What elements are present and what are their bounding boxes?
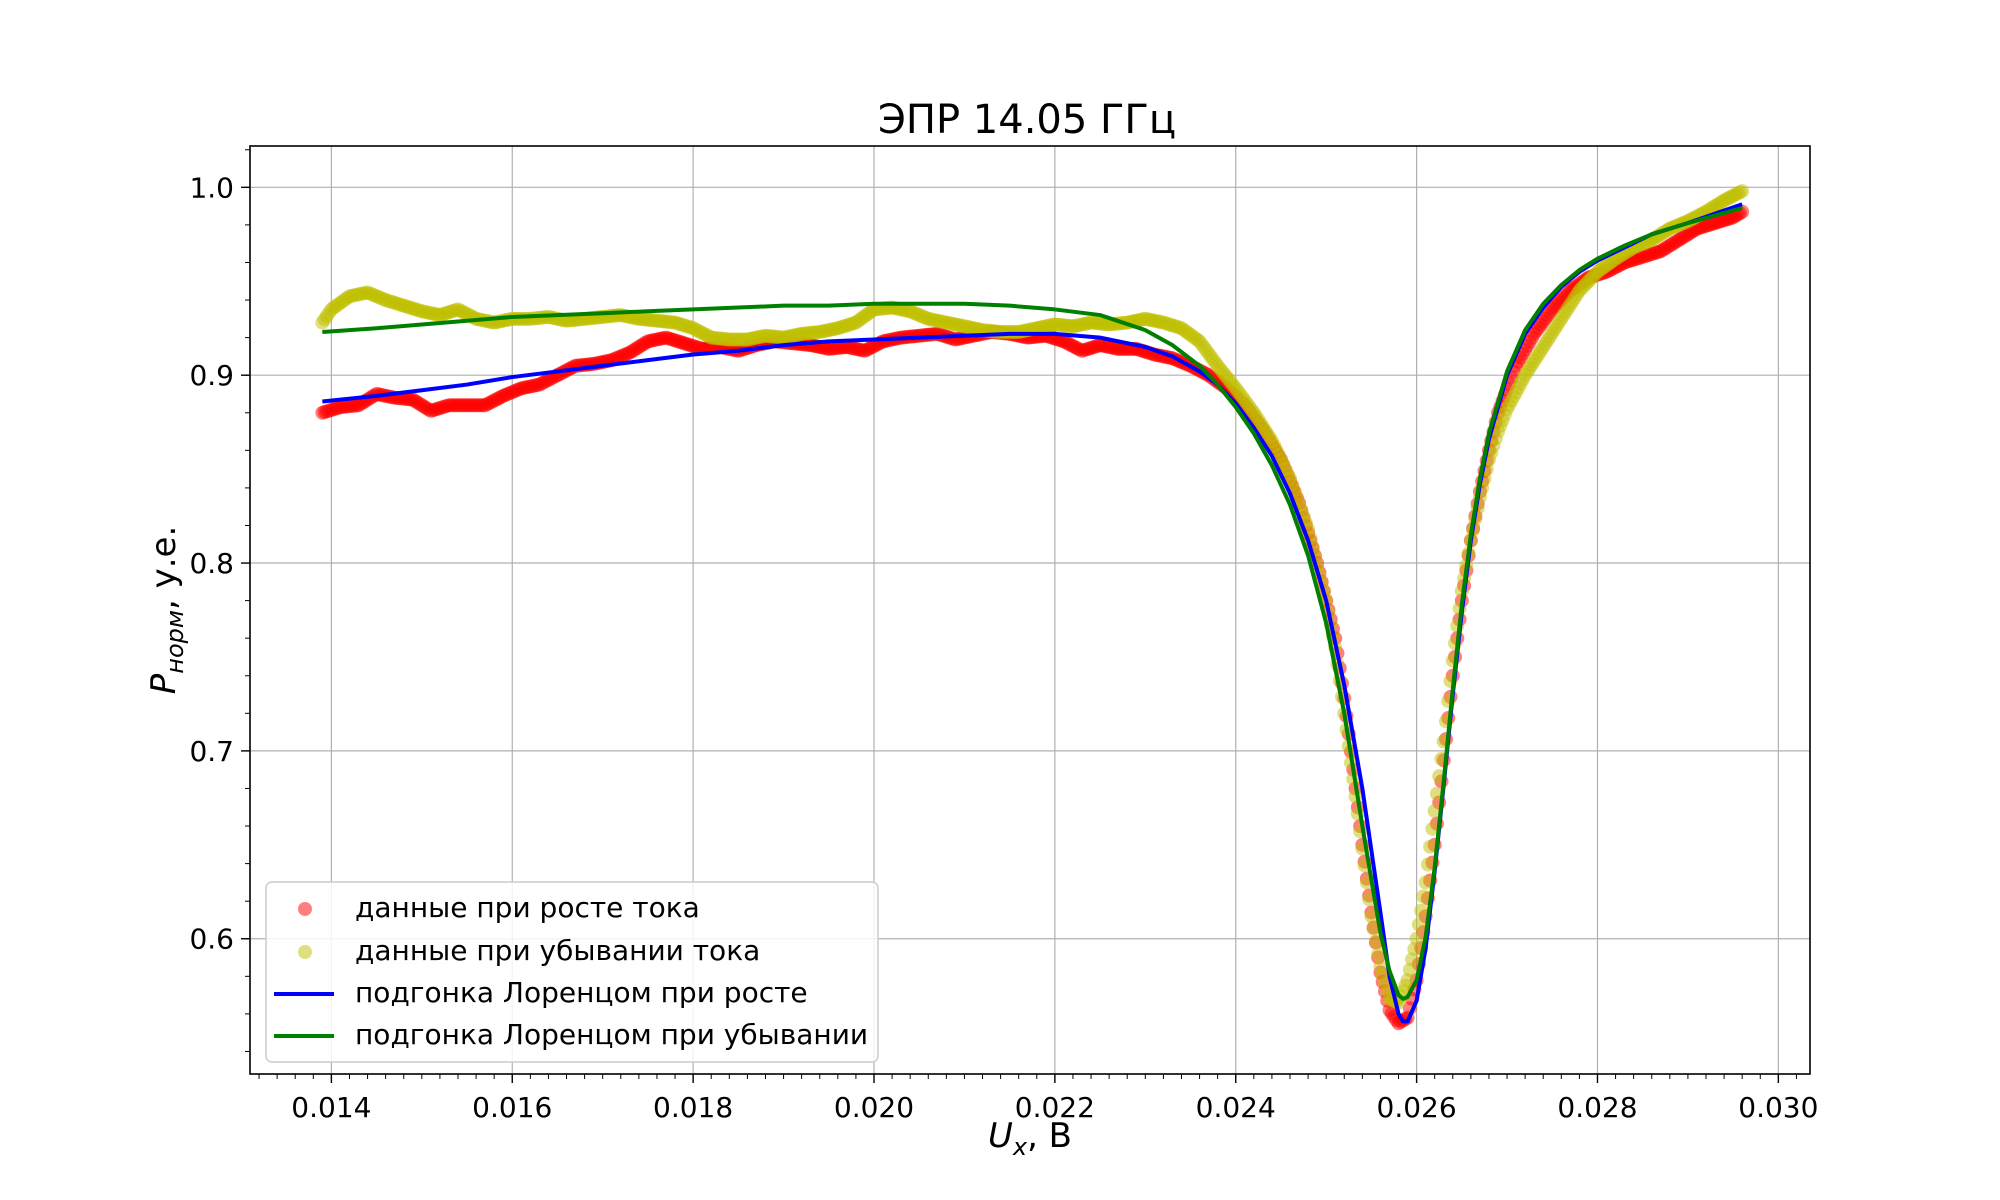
data-point <box>1423 839 1438 854</box>
legend-label-falling-data: данные при убывании тока <box>355 934 760 967</box>
data-point <box>1416 889 1431 904</box>
data-point <box>1420 857 1435 872</box>
data-point <box>1427 804 1442 819</box>
legend-label-rising-fit: подгонка Лоренцом при росте <box>355 976 808 1009</box>
data-point <box>1414 903 1429 918</box>
data-point <box>1411 917 1426 932</box>
x-tick-label: 0.020 <box>834 1091 914 1124</box>
y-axis-ticks: 0.6 0.7 0.8 0.9 1.0 <box>189 171 250 956</box>
legend-marker-rising-data <box>298 902 312 916</box>
y-tick-label: 0.6 <box>189 923 234 956</box>
data-point <box>1371 947 1386 962</box>
x-axis-label: Ux, В <box>988 1116 1072 1161</box>
data-point <box>1364 909 1379 924</box>
y-tick-label: 1.0 <box>189 171 234 204</box>
legend-label-falling-fit: подгонка Лоренцом при убывании <box>355 1018 868 1051</box>
series-layer <box>315 184 1750 1031</box>
chart-title: ЭПР 14.05 ГГц <box>878 97 1176 143</box>
y-tick-label: 0.7 <box>189 735 234 768</box>
data-point <box>1418 875 1433 890</box>
x-tick-label: 0.022 <box>1015 1091 1095 1124</box>
y-axis-label: Pнорм, у.е. <box>144 526 189 695</box>
legend: данные при росте тока данные при убывани… <box>265 881 879 1063</box>
x-axis-ticks: 0.014 0.016 0.018 0.020 0.022 0.024 0.026 0.028… <box>291 1074 1818 1124</box>
grid <box>250 146 1810 1074</box>
data-point <box>1409 931 1424 946</box>
x-tick-label: 0.014 <box>291 1091 371 1124</box>
legend-marker-falling-data <box>298 945 312 959</box>
data-point <box>1368 934 1383 949</box>
plot-frame <box>249 145 1811 1075</box>
y-tick-label: 0.8 <box>189 547 234 580</box>
x-tick-label: 0.024 <box>1196 1091 1276 1124</box>
x-tick-label: 0.028 <box>1557 1091 1637 1124</box>
legend-frame <box>265 881 879 1063</box>
data-point <box>1425 821 1440 836</box>
x-tick-label: 0.026 <box>1377 1091 1457 1124</box>
series-3-fit-line <box>322 206 1743 1001</box>
x-tick-label: 0.018 <box>653 1091 733 1124</box>
x-tick-label: 0.016 <box>472 1091 552 1124</box>
legend-label-rising-data: данные при росте тока <box>355 891 700 924</box>
y-tick-label: 0.9 <box>189 359 234 392</box>
minor-ticks <box>245 149 1797 1079</box>
x-tick-label: 0.030 <box>1738 1091 1818 1124</box>
data-point <box>1735 184 1750 199</box>
